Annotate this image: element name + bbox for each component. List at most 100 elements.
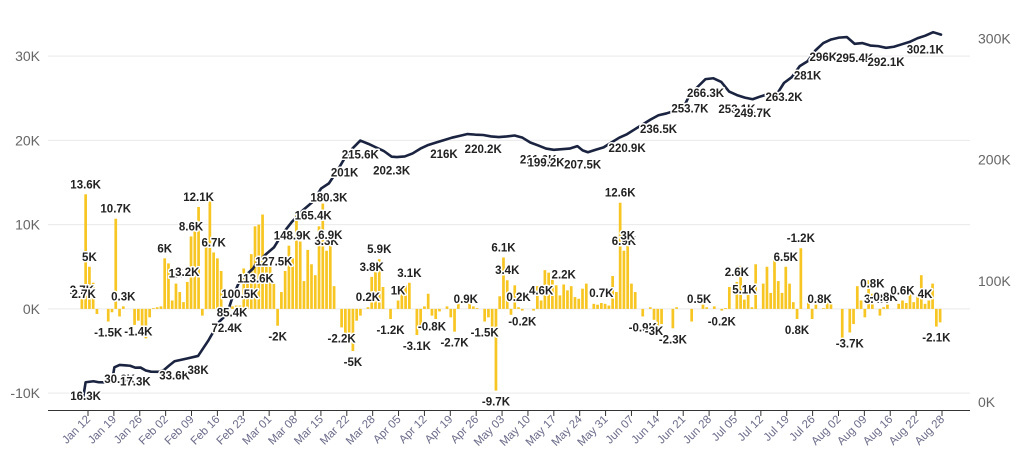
bar (110, 308, 114, 313)
bar (185, 281, 189, 309)
bar (863, 308, 867, 318)
bar-data-label: 6.1K (491, 242, 516, 254)
line-data-label: 33.6K (159, 370, 190, 382)
bar (566, 290, 569, 309)
bar (547, 272, 550, 309)
bar-data-label: 0.9K (454, 294, 479, 306)
bar (776, 281, 780, 309)
line-data-label: 85.4K (217, 307, 248, 319)
bar-data-label: -5K (344, 357, 363, 369)
bar (558, 295, 562, 309)
bar (882, 307, 886, 309)
right-tick-label: 200K (978, 152, 1011, 168)
line-data-label: 215.6K (342, 150, 380, 162)
bar (174, 283, 178, 309)
bar (871, 293, 874, 309)
right-tick-label: 0K (978, 394, 996, 410)
bar (825, 302, 829, 309)
bar (791, 302, 795, 309)
bar (359, 308, 362, 316)
line-data-label: 17.3K (120, 377, 151, 389)
bar (404, 285, 407, 309)
bar-data-label: 0.8K (860, 279, 885, 291)
bar (615, 292, 618, 309)
right-y-axis: 0K 100K 200K 300K (978, 30, 1011, 410)
bar (701, 304, 705, 309)
bar-data-label: 1K (391, 285, 406, 297)
bar (449, 308, 453, 318)
bar-data-label: 1K (169, 269, 184, 281)
bar-data-label: -2.3K (659, 334, 688, 346)
bar (931, 283, 934, 309)
x-tick-label: Jan 12 (60, 414, 93, 447)
bar (656, 308, 660, 335)
bar (573, 297, 577, 309)
bar (780, 292, 784, 309)
bar (212, 252, 215, 309)
bar (170, 300, 174, 309)
left-tick-label: -10K (10, 385, 40, 401)
bar (543, 270, 547, 309)
bar (472, 306, 475, 309)
bar (690, 308, 694, 322)
bar (919, 275, 923, 309)
x-tick-label: Apr 12 (397, 414, 429, 446)
bar (886, 304, 889, 309)
bar (750, 307, 754, 309)
bar (468, 301, 471, 309)
bar (746, 292, 750, 309)
x-tick-label: Jun 28 (681, 414, 714, 447)
bar (200, 308, 204, 316)
bar (761, 283, 765, 309)
bar (321, 203, 325, 309)
bar (268, 263, 272, 309)
bar (904, 303, 908, 309)
x-tick-label: Apr 19 (423, 414, 455, 446)
bar (908, 293, 912, 309)
bar (351, 308, 355, 352)
bar (419, 308, 423, 328)
bar-data-label: 2.7K (71, 289, 96, 301)
x-tick-label: Jul 12 (736, 414, 766, 444)
bar (400, 291, 404, 309)
bar (765, 266, 769, 309)
bar (234, 305, 238, 309)
bar-data-label: 13.6K (70, 179, 101, 191)
line-data-label: 253.7K (671, 103, 709, 115)
line-data-label: 180.3K (310, 192, 348, 204)
bar (720, 308, 724, 311)
bar-data-label: 4.6K (529, 285, 554, 297)
bar (799, 248, 803, 309)
bar (584, 283, 588, 309)
bar (539, 300, 543, 309)
bar (423, 306, 426, 309)
bar-data-label: 5.9K (367, 244, 392, 256)
line-data-label: 281K (794, 70, 822, 82)
bar-data-label: 0.7K (589, 288, 614, 300)
bar (167, 263, 170, 309)
left-tick-label: 30K (15, 48, 41, 64)
left-y-axis: -10K 0K 10K 20K 30K (10, 48, 40, 401)
bar (912, 302, 916, 309)
bar (283, 270, 287, 309)
bar (505, 280, 509, 309)
bar (633, 292, 637, 309)
bar-data-label: -2.7K (440, 338, 469, 350)
bar-data-label: 0.3K (111, 291, 136, 303)
line-data-label: 266.3K (687, 88, 725, 100)
x-tick-label: Jun 21 (655, 414, 688, 447)
bar-data-label: -0.2K (708, 317, 737, 329)
bar (238, 305, 242, 309)
bar (426, 293, 430, 309)
bar (807, 302, 810, 309)
bar-data-label: -9.7K (482, 397, 511, 409)
bar (562, 284, 566, 309)
bar (867, 280, 870, 309)
bar (246, 279, 249, 309)
bar-data-label: 6K (157, 243, 172, 255)
bar (735, 281, 739, 309)
bar (80, 286, 84, 309)
bar (878, 308, 882, 316)
bar (374, 270, 377, 309)
